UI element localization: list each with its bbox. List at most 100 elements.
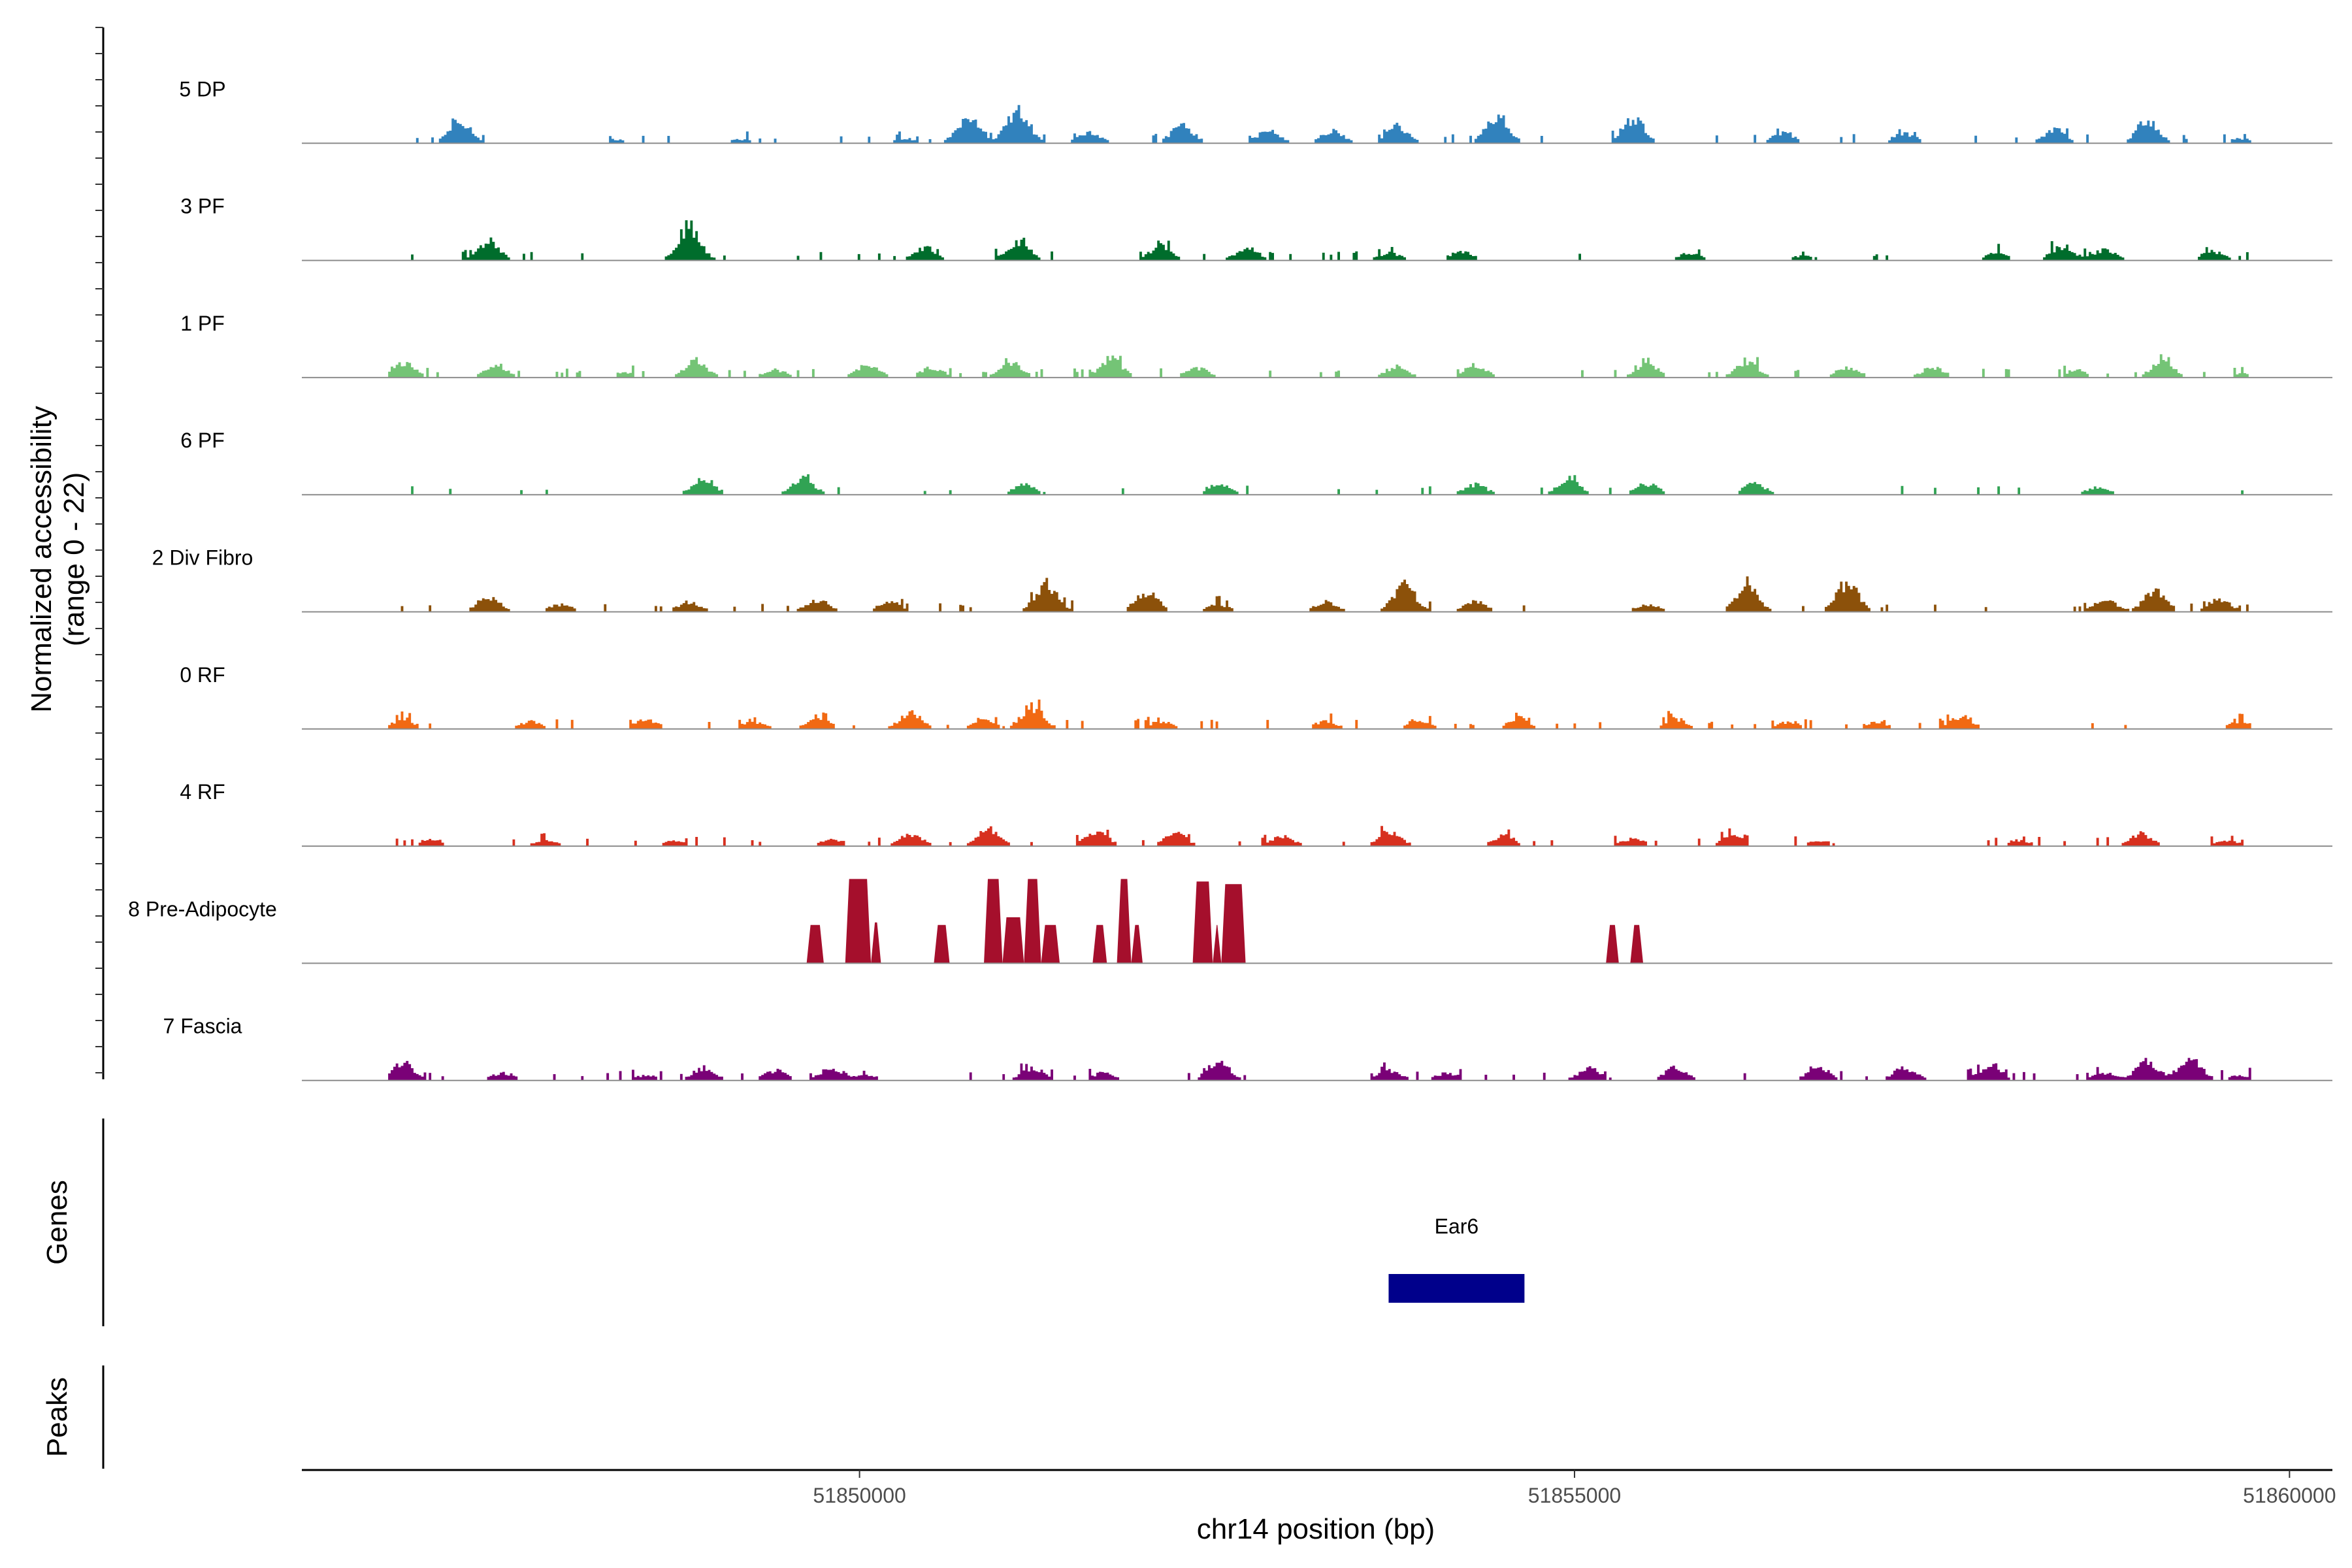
genes-panel-title: Genes bbox=[41, 1180, 73, 1265]
coverage-area bbox=[1743, 1073, 1746, 1081]
coverage-area bbox=[1071, 131, 1109, 144]
coverage-area bbox=[837, 487, 840, 495]
coverage-area bbox=[1370, 1062, 1409, 1081]
coverage-area bbox=[982, 372, 987, 378]
coverage-area bbox=[1731, 724, 1734, 729]
x-axis-ticks: 51850000 51855000 51860000 bbox=[813, 1470, 2336, 1507]
coverage-area bbox=[1066, 720, 1069, 729]
coverage-area bbox=[1378, 122, 1419, 144]
coverage-area bbox=[1987, 840, 1990, 847]
coverage-area bbox=[1380, 580, 1431, 612]
coverage-area bbox=[2142, 354, 2183, 378]
coverage-area bbox=[796, 600, 838, 612]
coverage-area bbox=[1814, 257, 1818, 261]
x-tick-label: 51855000 bbox=[1528, 1484, 1621, 1507]
coverage-area bbox=[672, 600, 708, 612]
coverage-area bbox=[1266, 719, 1269, 729]
coverage-block bbox=[1131, 924, 1143, 964]
coverage-area bbox=[1144, 717, 1178, 729]
coverage-area bbox=[2134, 372, 2137, 378]
coverage-block bbox=[1092, 924, 1107, 964]
coverage-area bbox=[2017, 487, 2021, 495]
coverage-area bbox=[1139, 240, 1181, 261]
coverage-area bbox=[1627, 357, 1665, 378]
coverage-area bbox=[1659, 711, 1693, 729]
coverage-area bbox=[1319, 372, 1322, 378]
coverage-area bbox=[2238, 255, 2242, 261]
coverage-area bbox=[2015, 137, 2018, 144]
coverage-area bbox=[1802, 606, 1805, 612]
coverage-area bbox=[1654, 840, 1658, 847]
coverage-area bbox=[738, 717, 772, 729]
coverage-area bbox=[695, 837, 698, 847]
coverage-area bbox=[1974, 135, 1978, 144]
coverage-area bbox=[1934, 487, 1936, 495]
coverage-area bbox=[1609, 1077, 1612, 1081]
coverage-area bbox=[796, 255, 800, 261]
coverage-area bbox=[1337, 252, 1340, 261]
coverage-area bbox=[1886, 604, 1889, 612]
coverage-area bbox=[1269, 252, 1274, 261]
coverage-area bbox=[809, 1068, 878, 1081]
coverage-area bbox=[1152, 133, 1158, 144]
coverage-area bbox=[1469, 135, 1472, 144]
coverage-area bbox=[1984, 607, 1987, 612]
coverage-area bbox=[1456, 600, 1493, 612]
coverage-area bbox=[1446, 251, 1477, 261]
coverage-area bbox=[2190, 603, 2193, 612]
coverage-area bbox=[2246, 252, 2249, 261]
coverage-area bbox=[411, 254, 414, 261]
coverage-area bbox=[868, 137, 871, 144]
coverage-area bbox=[2230, 134, 2251, 144]
coverage-area bbox=[1715, 828, 1749, 847]
coverage-area bbox=[659, 606, 662, 612]
track-label: 3 PF bbox=[180, 195, 225, 218]
coverage-area bbox=[609, 136, 625, 144]
y-axis-title-line2: (range 0 - 22) bbox=[58, 472, 90, 647]
coverage-area bbox=[1609, 487, 1612, 495]
coverage-area bbox=[840, 136, 843, 144]
coverage-area bbox=[928, 139, 932, 144]
coverage-area bbox=[1444, 137, 1447, 144]
coverage-area bbox=[1335, 370, 1340, 378]
coverage-area bbox=[1484, 1075, 1488, 1081]
coverage-area bbox=[1888, 129, 1921, 144]
track-label: 1 PF bbox=[180, 312, 225, 335]
coverage-area bbox=[1918, 723, 1921, 729]
coverage-area bbox=[2106, 837, 2110, 847]
coverage-area bbox=[655, 606, 657, 612]
coverage-area bbox=[1312, 713, 1343, 729]
coverage-area bbox=[487, 1071, 518, 1081]
coverage-area bbox=[1872, 254, 1878, 261]
coverage-area bbox=[916, 367, 952, 378]
coverage-area bbox=[2043, 241, 2125, 261]
coverage-area bbox=[1215, 721, 1218, 729]
coverage-area bbox=[1614, 370, 1617, 378]
coverage-area bbox=[2221, 1070, 2223, 1081]
coverage-area bbox=[2007, 836, 2033, 847]
coverage-area bbox=[1009, 699, 1056, 729]
coverage-area bbox=[1548, 475, 1589, 495]
coverage-area bbox=[1081, 721, 1084, 729]
coverage-area bbox=[1599, 722, 1602, 729]
coverage-area bbox=[1330, 254, 1333, 261]
coverage-area bbox=[546, 489, 548, 495]
coverage-area bbox=[1934, 604, 1936, 612]
coverage-area bbox=[1073, 368, 1079, 378]
coverage-area bbox=[1246, 485, 1249, 495]
coverage-area bbox=[2038, 837, 2041, 847]
coverage-area bbox=[1611, 117, 1655, 144]
coverage-area bbox=[1469, 724, 1475, 729]
coverage-area bbox=[1629, 483, 1665, 495]
coverage-area bbox=[429, 723, 432, 729]
coverage-area bbox=[1375, 489, 1379, 495]
track-label: 8 Pre-Adipocyte bbox=[128, 897, 277, 921]
coverage-area bbox=[1886, 255, 1889, 261]
coverage-area bbox=[2063, 365, 2089, 378]
coverage-area bbox=[923, 491, 926, 495]
coverage-area bbox=[1708, 721, 1714, 729]
coverage-area bbox=[1967, 1063, 2010, 1081]
coverage-area bbox=[2004, 368, 2010, 378]
coverage-area bbox=[847, 365, 889, 378]
coverage-area bbox=[685, 1065, 723, 1081]
